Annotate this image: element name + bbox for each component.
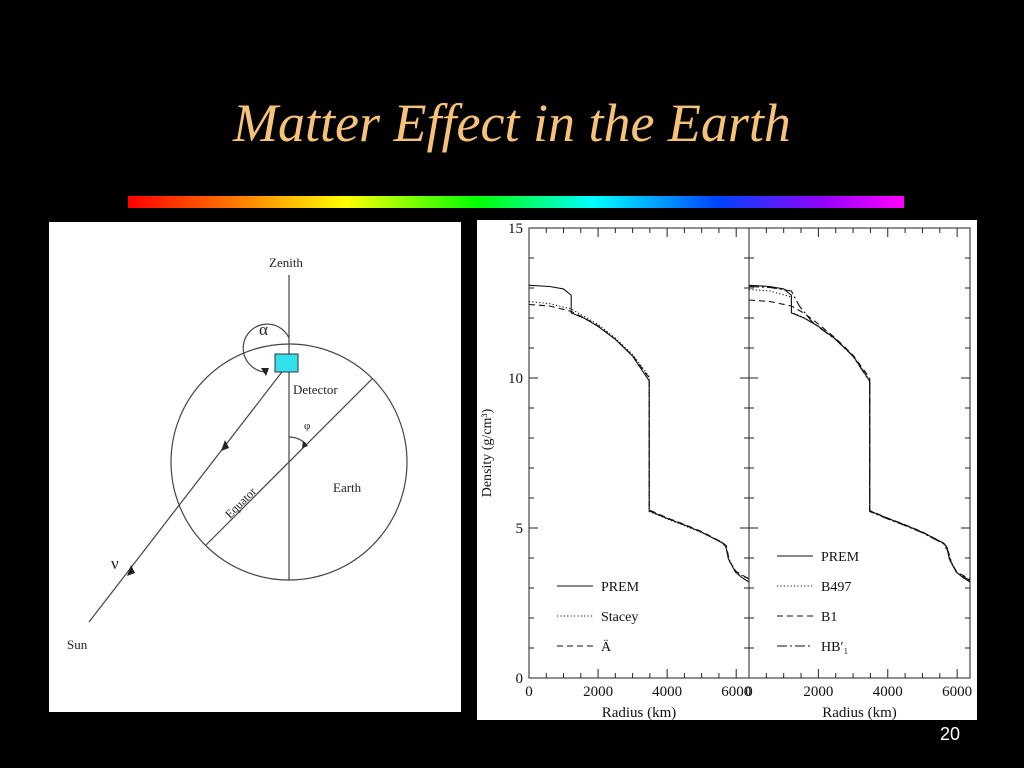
legend-label: Stacey: [601, 610, 638, 625]
x-tick-label: 6000: [721, 684, 751, 700]
detector-label: Detector: [293, 382, 338, 397]
phi-label: φ: [304, 420, 310, 432]
page-number: 20: [939, 724, 960, 744]
nu-label: ν: [111, 554, 119, 573]
arrow-head: [302, 441, 308, 448]
legend-label: PREM: [821, 550, 860, 565]
y-axis-label: Density (g/cm³): [480, 408, 495, 497]
legend-label: PREM: [601, 580, 640, 595]
rainbow-divider: [128, 196, 904, 208]
equator-line: [205, 378, 373, 546]
alpha-arc: [242, 323, 290, 373]
legend-label: B497: [821, 580, 851, 595]
density-plot-right: 0 2000 4000 6000 Radius (km) PREM B497 B1 HB′₁: [745, 227, 972, 721]
series-line: [748, 288, 971, 581]
legend-label: B1: [821, 610, 837, 625]
x-tick-label: 0: [745, 684, 753, 700]
y-tick-label: 0: [516, 671, 524, 687]
legend-label: Ä: [601, 638, 612, 655]
x-tick-label: 2000: [583, 684, 613, 700]
arrow-head: [261, 368, 269, 376]
x-axis-label: Radius (km): [602, 705, 677, 720]
plot-frame: [528, 227, 750, 679]
series-line: [748, 299, 971, 580]
earth-geometry-diagram: Zenith α Detector φ Earth Equator ν Sun: [49, 222, 461, 712]
y-tick-label: 15: [508, 221, 523, 237]
detector-box: [274, 353, 299, 373]
x-tick-label: 6000: [942, 684, 972, 700]
plot-frame: [748, 227, 971, 679]
arrow-head: [127, 565, 135, 576]
x-axis-label: Radius (km): [822, 705, 897, 720]
series-line: [748, 285, 971, 581]
zenith-label: Zenith: [269, 255, 303, 270]
alpha-label: α: [259, 320, 268, 339]
x-tick-label: 4000: [652, 684, 682, 700]
y-tick-label: 5: [516, 521, 524, 537]
x-tick-label: 4000: [873, 684, 903, 700]
neutrino-path: [88, 367, 286, 623]
x-tick-label: 0: [525, 684, 533, 700]
series-line: [528, 284, 750, 583]
slide-title: Matter Effect in the Earth: [233, 93, 791, 153]
equator-label: Equator: [222, 484, 259, 521]
density-profile-charts: 0 2000 4000 6000 0 5 10 15 Radius (km) Density (g…: [477, 220, 977, 721]
series-line: [748, 284, 971, 583]
series-line: [528, 303, 750, 580]
arrow-head: [221, 440, 229, 451]
earth-label: Earth: [333, 480, 362, 495]
series-line: [528, 300, 750, 580]
y-tick-label: 10: [508, 371, 523, 387]
legend-label: HB′₁: [821, 640, 848, 655]
x-tick-label: 2000: [803, 684, 833, 700]
sun-label: Sun: [67, 637, 88, 652]
